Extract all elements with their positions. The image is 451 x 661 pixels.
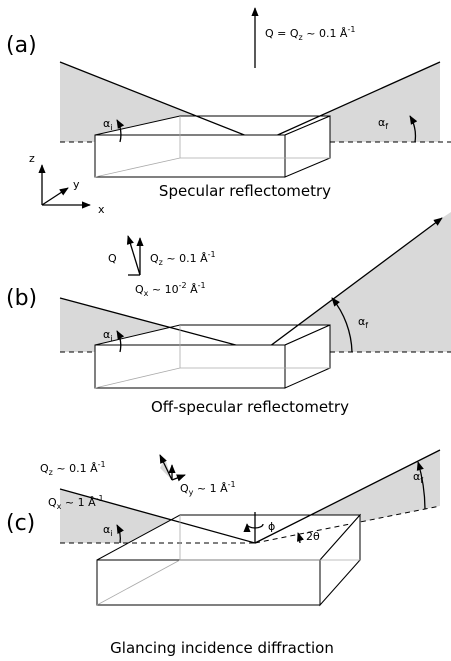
- text-part: Q: [150, 252, 159, 265]
- caption: Glancing incidence diffraction: [110, 639, 334, 657]
- qz-label: Qz ~ 0.1 Å-1: [40, 460, 106, 477]
- text-part: -1: [347, 25, 355, 34]
- caption: Specular reflectometry: [159, 182, 331, 200]
- text-part: α: [358, 315, 365, 328]
- text-part: ~ 10: [148, 283, 178, 296]
- text-part: -1: [198, 281, 206, 290]
- text-part: ~ 1 Å: [193, 482, 228, 495]
- qz-label: Qz ~ 0.1 Å-1: [150, 250, 216, 267]
- text-part: -1: [96, 494, 104, 503]
- axis-x: x: [98, 203, 105, 216]
- figure: (a) Q = Qz ~ 0.1 Å-1 αi αf z y x Specula…: [0, 0, 451, 661]
- axis-y: y: [73, 178, 80, 191]
- text-part: Q: [48, 496, 57, 509]
- text-part: ~ 0.1 Å: [303, 27, 348, 40]
- text-part: i: [110, 334, 112, 343]
- text-part: Q: [135, 283, 144, 296]
- text-part: f: [385, 122, 388, 131]
- text-part: -1: [98, 460, 106, 469]
- panel-b: (b) Q Qz ~ 0.1 Å-1 Qx ~ 10-2 Å-1 αi αf O…: [6, 212, 451, 416]
- text-part: f: [365, 321, 368, 330]
- q-label: Q: [108, 252, 117, 265]
- phi: ϕ: [268, 520, 275, 533]
- text-part: α: [103, 117, 110, 130]
- two-theta: 2θ: [306, 530, 320, 543]
- text-part: Q: [180, 482, 189, 495]
- text-part: Q = Q: [265, 27, 299, 40]
- panel-label: (a): [6, 33, 37, 58]
- panel-label: (c): [6, 511, 35, 536]
- text-part: -2: [179, 281, 187, 290]
- text-part: -1: [208, 250, 216, 259]
- text-part: i: [110, 123, 112, 132]
- text-part: ~ 1 Å: [61, 496, 96, 509]
- text-part: α: [413, 470, 420, 483]
- text-part: Q: [40, 462, 49, 475]
- text-part: -1: [228, 480, 236, 489]
- panel-label: (b): [6, 286, 37, 311]
- qx-label: Qx ~ 10-2 Å-1: [135, 281, 206, 298]
- text-part: f: [420, 476, 423, 485]
- text-part: Å: [187, 283, 198, 296]
- q-label: Q = Qz ~ 0.1 Å-1: [265, 25, 355, 42]
- qy-label: Qy ~ 1 Å-1: [180, 480, 236, 497]
- axis-z: z: [29, 152, 35, 165]
- qx-label: Qx ~ 1 Å-1: [48, 494, 104, 511]
- caption: Off-specular reflectometry: [151, 398, 349, 416]
- text-part: ~ 0.1 Å: [163, 252, 208, 265]
- text-part: α: [378, 116, 385, 129]
- text-part: i: [110, 529, 112, 538]
- panel-c: (c) Qz ~ 0.1 Å-1 Qy ~ 1 Å-1 Qx ~ 1 Å-1 α…: [6, 450, 440, 657]
- text-part: α: [103, 523, 110, 536]
- text-part: α: [103, 328, 110, 341]
- text-part: ~ 0.1 Å: [53, 462, 98, 475]
- panel-a: (a) Q = Qz ~ 0.1 Å-1 αi αf z y x Specula…: [6, 8, 451, 216]
